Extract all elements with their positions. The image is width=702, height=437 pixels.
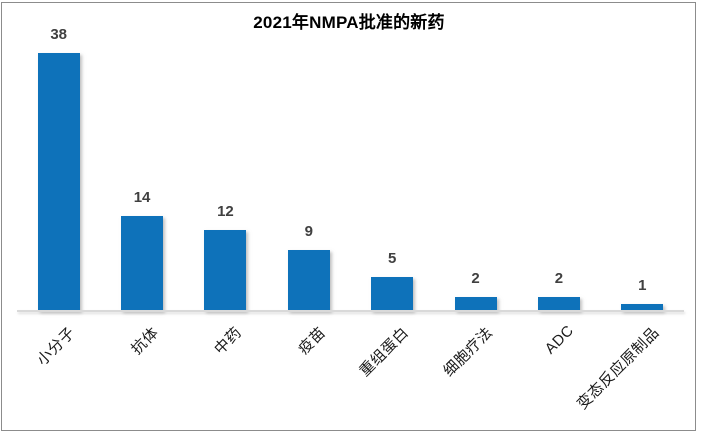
- bar: [37, 53, 80, 311]
- bar: [371, 277, 414, 311]
- bar: [537, 297, 580, 311]
- bar: [287, 250, 330, 311]
- bar-value-label: 38: [50, 26, 68, 43]
- bar-value-label: 14: [133, 189, 151, 206]
- chart-title: 2021年NMPA批准的新药: [253, 13, 445, 32]
- bar-value-label: 12: [217, 203, 234, 220]
- chart-border: [1, 2, 696, 431]
- bar-value-label: 2: [554, 270, 564, 287]
- bar: [204, 230, 247, 311]
- bar-value-label: 1: [638, 277, 647, 294]
- x-axis-line: [17, 310, 684, 312]
- bar: [621, 304, 664, 311]
- bar-value-label: 9: [304, 223, 313, 240]
- bar-value-label: 2: [471, 270, 480, 287]
- bar-value-label: 5: [388, 250, 397, 267]
- bar: [454, 297, 497, 311]
- bar: [121, 216, 164, 311]
